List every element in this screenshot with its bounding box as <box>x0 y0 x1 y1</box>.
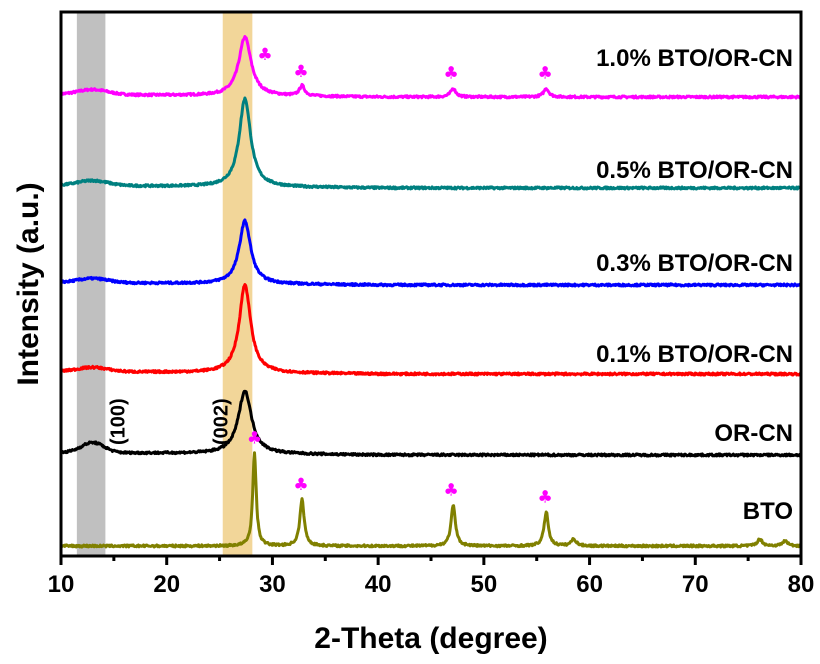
club-marker: ♣ <box>257 45 272 65</box>
highlight-band-0 <box>76 12 106 556</box>
highlight-band-1 <box>222 12 253 556</box>
series-label-1: 0.5% BTO/OR-CN <box>596 157 793 184</box>
series-line-5 <box>60 451 802 549</box>
x-tick-label: 80 <box>788 571 815 598</box>
series-line-1 <box>59 96 802 191</box>
series-line-3 <box>59 283 802 377</box>
club-marker: ♣ <box>293 475 308 495</box>
series-line-2 <box>60 218 802 288</box>
series-label-5: BTO <box>743 498 793 525</box>
series-lines <box>59 35 802 549</box>
bto-peak-markers: ♣ ♣ ♣ ♣ ♣ ♣ ♣ ♣ <box>247 45 553 507</box>
series-label-3: 0.1% BTO/OR-CN <box>596 341 793 368</box>
series-line-4 <box>59 389 802 458</box>
x-tick-label: 20 <box>153 571 180 598</box>
club-marker: ♣ <box>247 429 262 449</box>
series-line-0 <box>59 35 802 100</box>
club-marker: ♣ <box>443 481 458 501</box>
miller-index-annotations: (100) (002) <box>108 398 233 445</box>
x-axis-title: 2-Theta (degree) <box>314 622 547 655</box>
x-tick-label: 60 <box>576 571 603 598</box>
club-marker: ♣ <box>538 64 553 84</box>
miller-index-label: (002) <box>210 398 232 445</box>
series-label-0: 1.0% BTO/OR-CN <box>596 45 793 72</box>
club-marker: ♣ <box>443 64 458 84</box>
series-label-4: OR-CN <box>714 420 793 447</box>
x-axis-ticks: 10 20 30 40 50 60 70 80 <box>48 556 815 598</box>
y-axis-title: Intensity (a.u.) <box>12 182 45 385</box>
club-marker: ♣ <box>293 62 308 82</box>
x-tick-label: 40 <box>365 571 392 598</box>
series-labels: 1.0% BTO/OR-CN 0.5% BTO/OR-CN 0.3% BTO/OR-… <box>596 45 793 525</box>
x-tick-label: 70 <box>682 571 709 598</box>
miller-index-label: (100) <box>108 398 130 445</box>
series-label-2: 0.3% BTO/OR-CN <box>596 250 793 277</box>
x-tick-label: 50 <box>471 571 498 598</box>
x-tick-label: 30 <box>259 571 286 598</box>
club-marker: ♣ <box>538 487 553 507</box>
x-tick-label: 10 <box>48 571 75 598</box>
